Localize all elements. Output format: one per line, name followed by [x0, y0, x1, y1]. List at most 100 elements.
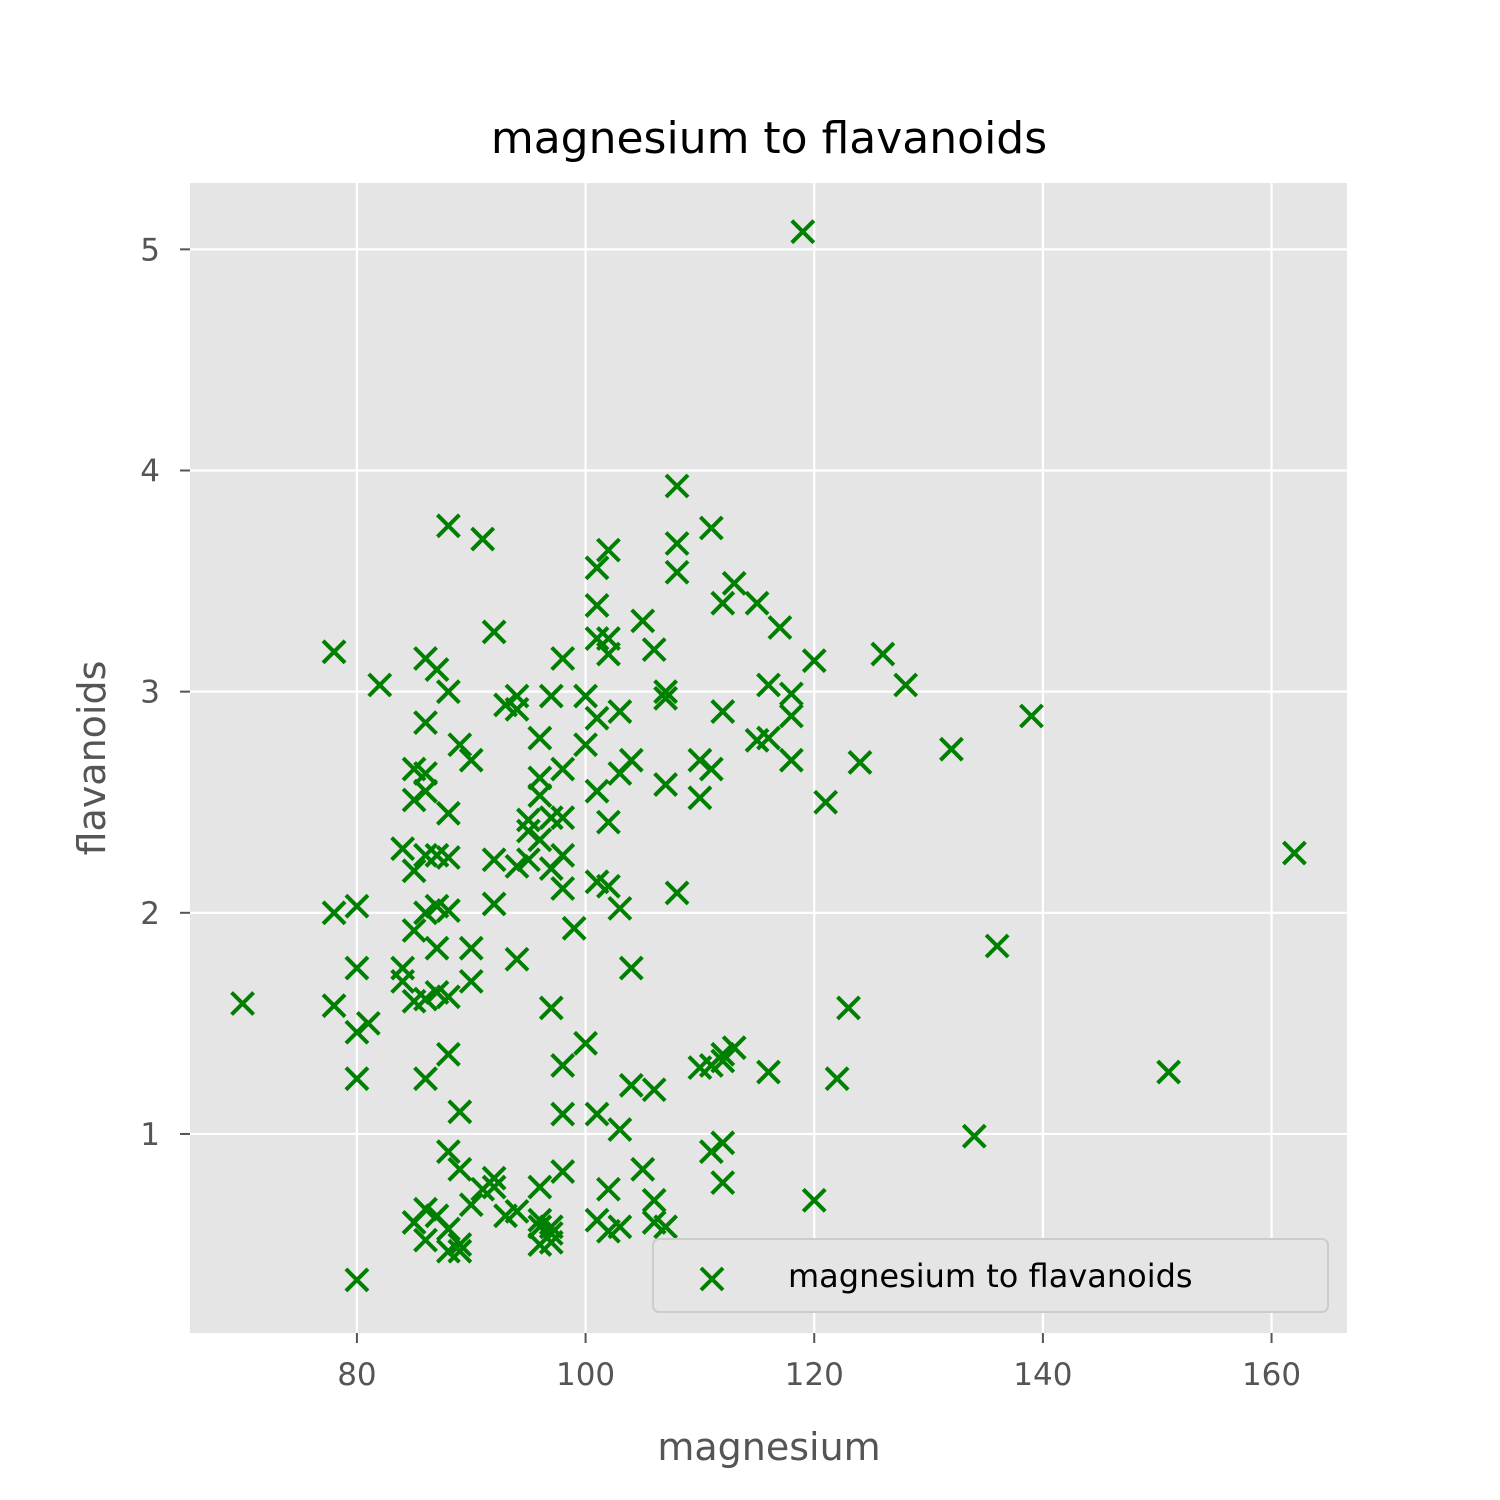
x-tick-label: 100: [556, 1357, 615, 1393]
data-point: [413, 778, 438, 804]
data-point: [641, 637, 667, 663]
data-point: [573, 683, 598, 709]
data-point: [767, 615, 793, 640]
data-point: [504, 853, 530, 879]
data-point: [584, 1101, 610, 1127]
data-point: [596, 537, 621, 563]
data-point: [618, 747, 644, 773]
data-point: [550, 1159, 576, 1184]
y-axis-label: flavanoids: [70, 661, 114, 856]
data-point: [596, 809, 621, 835]
data-point: [870, 641, 896, 667]
chart-title: magnesium to flavanoids: [491, 113, 1047, 164]
legend-label: magnesium to flavanoids: [788, 1257, 1193, 1295]
data-point: [653, 685, 679, 711]
legend: magnesium to flavanoids: [652, 1238, 1329, 1313]
data-point: [481, 847, 507, 873]
data-point: [447, 1099, 473, 1125]
data-point: [550, 646, 576, 671]
axis-ticks: 80 100 120 140 160 1 2 3 4 5: [140, 232, 1301, 1393]
data-point: [481, 619, 507, 645]
data-point: [698, 515, 724, 541]
data-point: [1156, 1059, 1182, 1085]
y-tick-label: 4: [140, 454, 160, 490]
data-point: [413, 900, 438, 926]
data-point: [550, 805, 576, 831]
data-point: [344, 893, 370, 919]
data-point: [653, 772, 679, 797]
data-point: [344, 1267, 370, 1293]
data-point: [641, 1187, 667, 1213]
data-point: [538, 1229, 564, 1255]
y-tick-label: 1: [140, 1117, 160, 1153]
data-point: [344, 1066, 370, 1092]
data-point: [504, 1198, 530, 1224]
data-point: [515, 847, 541, 873]
data-point: [550, 1052, 576, 1078]
data-point: [527, 1174, 553, 1200]
data-point: [447, 1156, 473, 1182]
data-point: [230, 991, 256, 1016]
data-point: [424, 657, 450, 682]
data-point: [721, 1035, 747, 1061]
data-point: [435, 800, 461, 826]
data-point: [584, 626, 610, 651]
data-point: [1019, 703, 1044, 729]
x-tick-label: 120: [785, 1357, 844, 1393]
data-point: [778, 681, 804, 707]
data-point: [573, 1030, 598, 1056]
data-point: [424, 935, 450, 961]
data-point: [596, 873, 621, 899]
data-point: [584, 778, 610, 804]
data-point: [413, 710, 438, 736]
data-point: [447, 1238, 473, 1264]
data-point: [413, 842, 438, 868]
data-point: [447, 1232, 473, 1257]
data-point: [481, 891, 507, 917]
y-tick-label: 3: [140, 675, 160, 711]
data-point: [458, 968, 484, 994]
data-point: [538, 683, 564, 709]
data-point: [756, 725, 781, 751]
data-point: [458, 747, 484, 773]
data-point: [778, 703, 804, 729]
data-point: [630, 1156, 656, 1182]
data-point: [413, 1066, 438, 1092]
legend-box: [652, 1238, 1329, 1313]
data-point: [435, 1238, 461, 1264]
data-point: [413, 986, 438, 1012]
data-point: [607, 1214, 633, 1240]
data-point: [435, 898, 461, 924]
data-point: [550, 1101, 576, 1127]
data-point: [527, 765, 553, 791]
data-point: [538, 805, 564, 831]
data-point: [401, 918, 427, 943]
data-point: [538, 1221, 564, 1246]
data-point: [550, 756, 576, 782]
data-point: [813, 789, 839, 815]
data-point: [321, 639, 347, 665]
data-point: [710, 1170, 736, 1196]
data-point: [321, 993, 347, 1019]
scatter-points: [230, 219, 1307, 1293]
data-point: [630, 608, 656, 634]
data-point: [435, 1216, 461, 1242]
data-point: [584, 555, 610, 581]
plot-area: [190, 183, 1347, 1333]
legend-marker-shape: [699, 1266, 725, 1292]
data-point: [778, 747, 804, 773]
data-point: [435, 1139, 461, 1165]
data-point: [504, 946, 530, 972]
data-point: [721, 570, 747, 596]
data-point: [790, 219, 816, 245]
x-axis-label: magnesium: [657, 1425, 880, 1469]
data-point: [824, 1066, 850, 1092]
legend-marker-x-icon: [699, 1266, 725, 1292]
data-point: [504, 696, 530, 722]
data-point: [527, 827, 553, 853]
data-point: [390, 968, 416, 994]
y-tick-label: 2: [140, 896, 160, 932]
data-point: [1281, 840, 1307, 866]
data-point: [538, 995, 564, 1021]
